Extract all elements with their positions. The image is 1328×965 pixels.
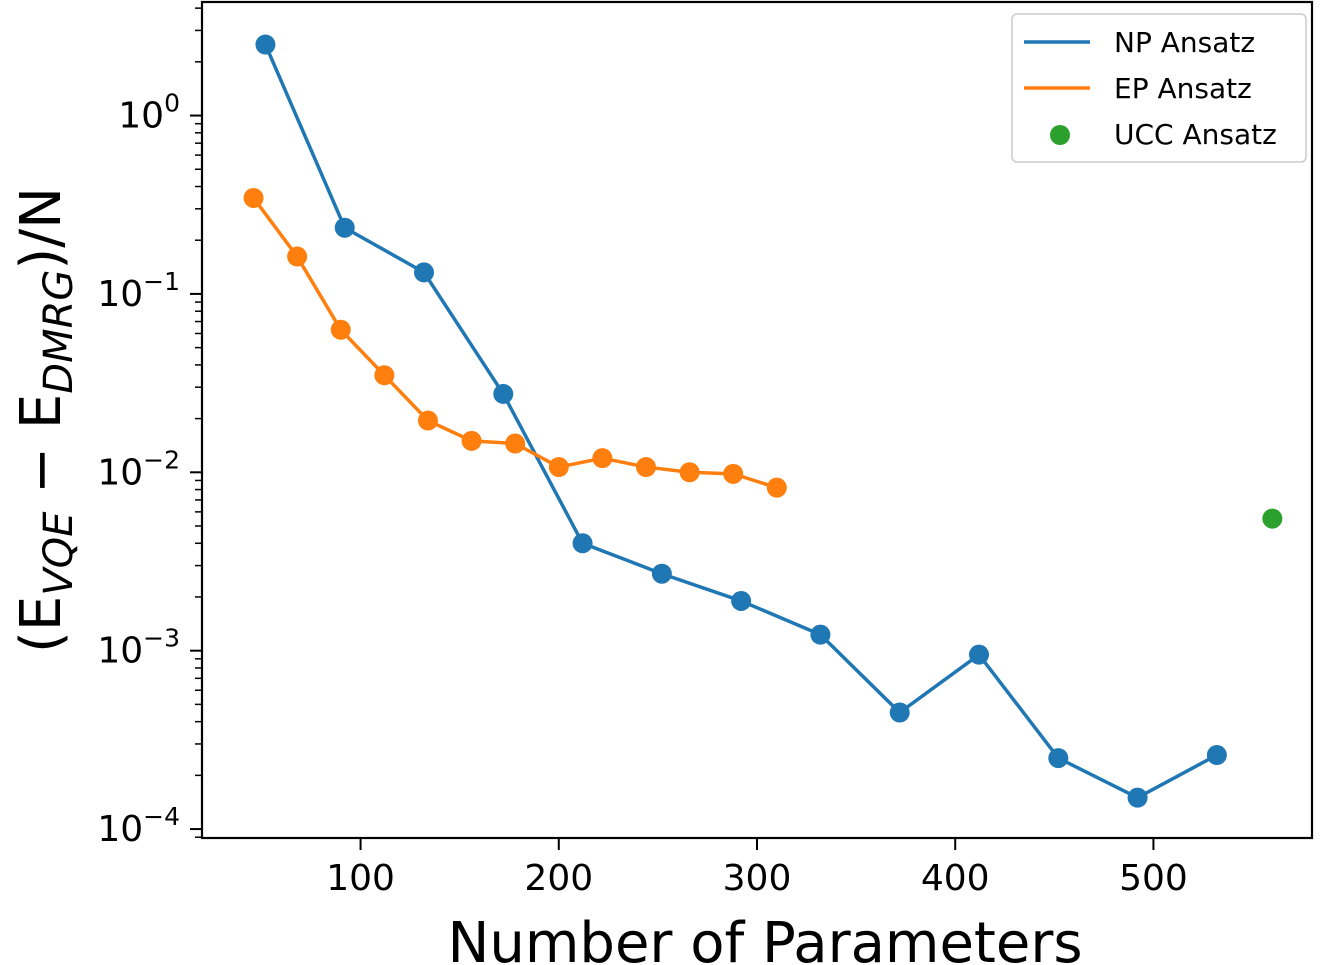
legend-label-ucc: UCC Ansatz	[1114, 118, 1277, 151]
y-tick-base: 10	[97, 631, 143, 672]
y-tick-label: 10−4	[97, 802, 180, 850]
y-tick-base: 10	[97, 452, 143, 493]
legend-swatch-ucc	[1050, 125, 1070, 145]
y-tick-base: 10	[118, 96, 164, 137]
x-axis-title: Number of Parameters	[447, 911, 1082, 965]
data-point	[287, 246, 308, 267]
legend: NP Ansatz EP Ansatz UCC Ansatz	[1011, 13, 1307, 163]
series-layer	[243, 34, 1283, 808]
x-tick-label: 100	[326, 858, 395, 899]
data-point	[334, 217, 355, 238]
data-point	[417, 410, 438, 431]
data-point	[679, 462, 700, 483]
y-tick-exponent: −4	[143, 802, 180, 831]
data-point	[651, 563, 672, 584]
y-tick-label: 10−3	[97, 624, 180, 672]
data-point	[414, 262, 434, 283]
data-point	[461, 430, 482, 451]
data-point	[592, 448, 613, 469]
y-axis-title-open: (E	[9, 596, 74, 653]
y-axis-title-sub-dmrg: DMRG	[36, 270, 82, 394]
y-tick-exponent: −1	[143, 267, 180, 296]
y-tick-exponent: −3	[143, 624, 180, 653]
data-point	[889, 702, 910, 723]
data-point	[636, 457, 656, 478]
series-ep-ansatz	[243, 187, 787, 498]
y-tick-base: 10	[97, 274, 143, 315]
x-tick-label: 500	[1119, 858, 1188, 899]
x-tick-label: 200	[524, 858, 593, 899]
y-axis-title-close: )/N	[9, 187, 74, 270]
series-np-ansatz	[255, 34, 1227, 808]
data-point	[1206, 745, 1227, 766]
y-tick-exponent: 0	[164, 89, 180, 118]
x-tick-label: 400	[921, 858, 990, 899]
y-axis-title-sub-vqe: VQE	[36, 511, 82, 596]
y-axis-title-mid: − E	[9, 394, 74, 512]
x-axis: 100 200 300 400 500	[326, 838, 1188, 899]
series-ucc-ansatz	[1262, 508, 1283, 529]
data-point	[493, 383, 514, 404]
y-tick-label: 10−2	[97, 445, 180, 493]
x-tick-label: 300	[723, 858, 792, 899]
data-point	[810, 624, 831, 645]
y-tick-label: 100	[118, 89, 180, 137]
data-point	[243, 187, 264, 208]
data-point	[1262, 508, 1283, 529]
data-point	[505, 433, 526, 454]
y-tick-exponent: −2	[143, 445, 180, 474]
legend-frame	[1011, 13, 1307, 163]
data-point	[969, 644, 989, 665]
data-point	[1048, 748, 1069, 769]
data-point	[330, 319, 351, 340]
data-point	[731, 590, 752, 611]
data-point	[572, 533, 593, 554]
data-point	[723, 463, 744, 484]
y-tick-label: 10−1	[97, 267, 180, 315]
data-point	[766, 477, 787, 498]
y-axis-title: (EVQE − EDMRG)/N	[9, 187, 82, 653]
data-point	[374, 365, 395, 386]
data-point	[255, 34, 276, 55]
data-point	[548, 457, 569, 478]
data-point	[1127, 787, 1148, 808]
y-tick-base: 10	[97, 809, 143, 850]
legend-label-np: NP Ansatz	[1114, 26, 1255, 59]
legend-label-ep: EP Ansatz	[1114, 72, 1252, 105]
